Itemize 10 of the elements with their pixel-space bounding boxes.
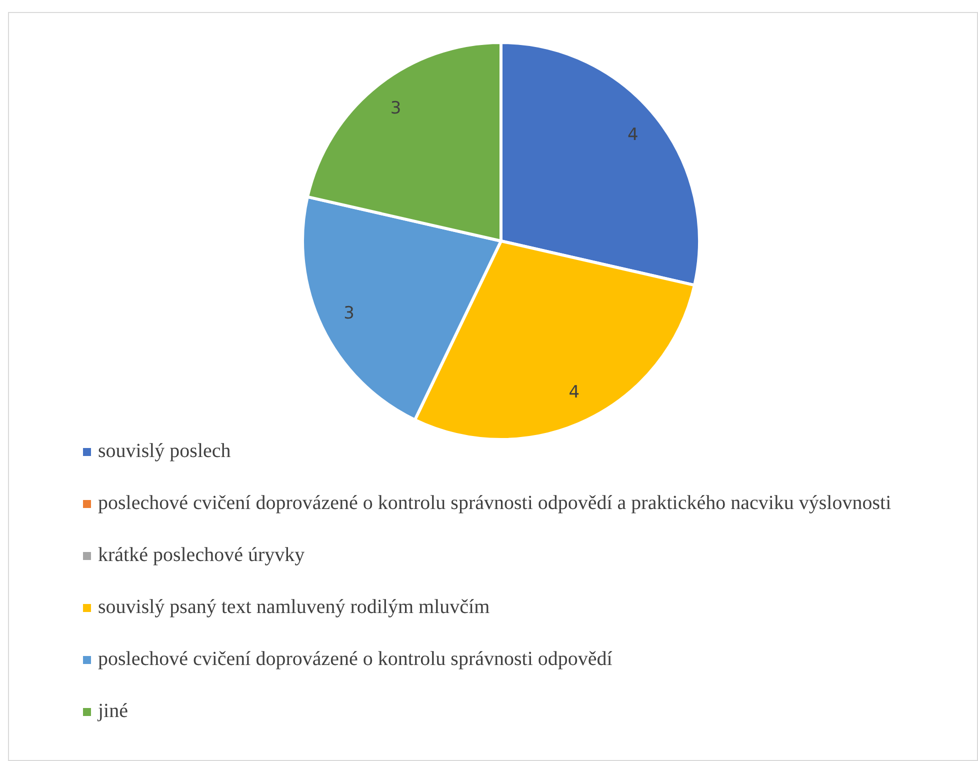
legend-label: souvislý psaný text namluvený rodilým mluvčím: [97, 595, 491, 620]
data-label: 3: [390, 98, 402, 119]
legend-label: krátké poslechové úryvky: [97, 543, 306, 568]
data-label: 4: [628, 125, 638, 146]
legend-label: souvislý poslech: [97, 439, 232, 464]
legend-label: poslechové cvičení doprovázené o kontrolu správnosti odpovědí a praktického nacviku výslovnosti: [97, 491, 892, 516]
data-label: 3: [344, 304, 354, 324]
legend-label: jiné: [96, 699, 129, 724]
data-label: 4: [568, 382, 580, 402]
legend-label: poslechové cvičení doprovázené o kontrolu správnosti odpovědí: [97, 647, 614, 672]
